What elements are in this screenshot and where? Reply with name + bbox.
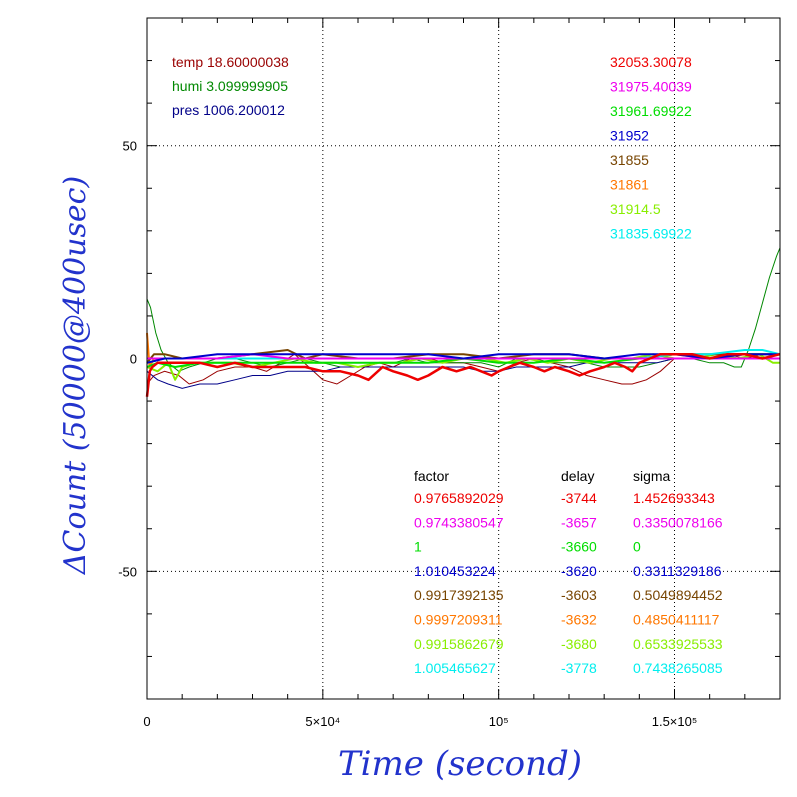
delay-value: -3680 bbox=[561, 636, 597, 652]
y-tick-label: 0 bbox=[130, 352, 137, 367]
delay-value: -3603 bbox=[561, 587, 597, 603]
factor-value: 0.9917392135 bbox=[414, 587, 504, 603]
series-mean-label: 31835.69922 bbox=[610, 226, 692, 242]
sigma-value: 0.4850411117 bbox=[633, 612, 720, 628]
env-curve-0 bbox=[146, 353, 780, 385]
y-axis-title: ΔCount (50000@400usec) bbox=[58, 176, 93, 575]
x-tick-label: 1.5×10⁵ bbox=[652, 714, 698, 729]
factor-value: 0.9743380547 bbox=[414, 514, 504, 530]
series-mean-label: 31975.40039 bbox=[610, 79, 692, 95]
series-mean-label: 31855 bbox=[610, 152, 649, 168]
plot-area bbox=[145, 247, 781, 397]
delay-value: -3660 bbox=[561, 539, 597, 555]
series-mean-label: 31914.5 bbox=[610, 201, 661, 217]
delay-value: -3778 bbox=[561, 660, 597, 676]
sigma-value: 0.3350078166 bbox=[633, 514, 723, 530]
series-line-1 bbox=[147, 353, 780, 360]
sigma-value: 1.452693343 bbox=[633, 490, 715, 506]
x-tick-label: 0 bbox=[143, 714, 150, 729]
series-mean-label: 31861 bbox=[610, 177, 649, 193]
delay-value: -3632 bbox=[561, 612, 597, 628]
env-label: humi 3.099999905 bbox=[172, 78, 288, 94]
series-mean-label: 31952 bbox=[610, 128, 649, 144]
env-label: pres 1006.200012 bbox=[172, 102, 285, 118]
factor-value: 0.9765892029 bbox=[414, 490, 504, 506]
factor-value: 1.005465627 bbox=[414, 660, 496, 676]
series-mean-label: 32053.30078 bbox=[610, 54, 692, 70]
series-mean-label: 31961.69922 bbox=[610, 103, 692, 119]
env-label: temp 18.60000038 bbox=[172, 54, 289, 70]
y-tick-label: 50 bbox=[123, 139, 137, 154]
x-tick-label: 5×10⁴ bbox=[305, 714, 340, 729]
delay-header: delay bbox=[561, 468, 594, 484]
delay-value: -3620 bbox=[561, 563, 597, 579]
env-curve-1 bbox=[146, 247, 781, 372]
factor-header: factor bbox=[414, 468, 449, 484]
sigma-header: sigma bbox=[633, 468, 671, 484]
label-layer: temp 18.60000038 humi 3.099999905 pres 100… bbox=[172, 54, 723, 676]
factor-value: 0.9915862679 bbox=[414, 636, 504, 652]
y-tick-label: -50 bbox=[118, 564, 137, 579]
tick-layer: 0 5×10⁴ 10⁵ 1.5×10⁵ 50 0 -50 bbox=[118, 17, 781, 729]
delay-value: -3744 bbox=[561, 490, 597, 506]
factor-value: 1 bbox=[414, 539, 422, 555]
factor-value: 0.9997209311 bbox=[414, 612, 503, 628]
sigma-value: 0.7438265085 bbox=[633, 660, 723, 676]
sigma-value: 0.3311329186 bbox=[633, 563, 722, 579]
sigma-value: 0 bbox=[633, 539, 641, 555]
factor-value: 1.010453224 bbox=[414, 563, 496, 579]
x-axis-title: Time (second) bbox=[338, 744, 582, 784]
x-tick-label: 10⁵ bbox=[489, 714, 509, 729]
delay-value: -3657 bbox=[561, 514, 597, 530]
sigma-value: 0.5049894452 bbox=[633, 587, 723, 603]
plot-frame bbox=[146, 17, 781, 700]
series-line-0 bbox=[145, 352, 781, 397]
sigma-value: 0.6533925533 bbox=[633, 636, 723, 652]
